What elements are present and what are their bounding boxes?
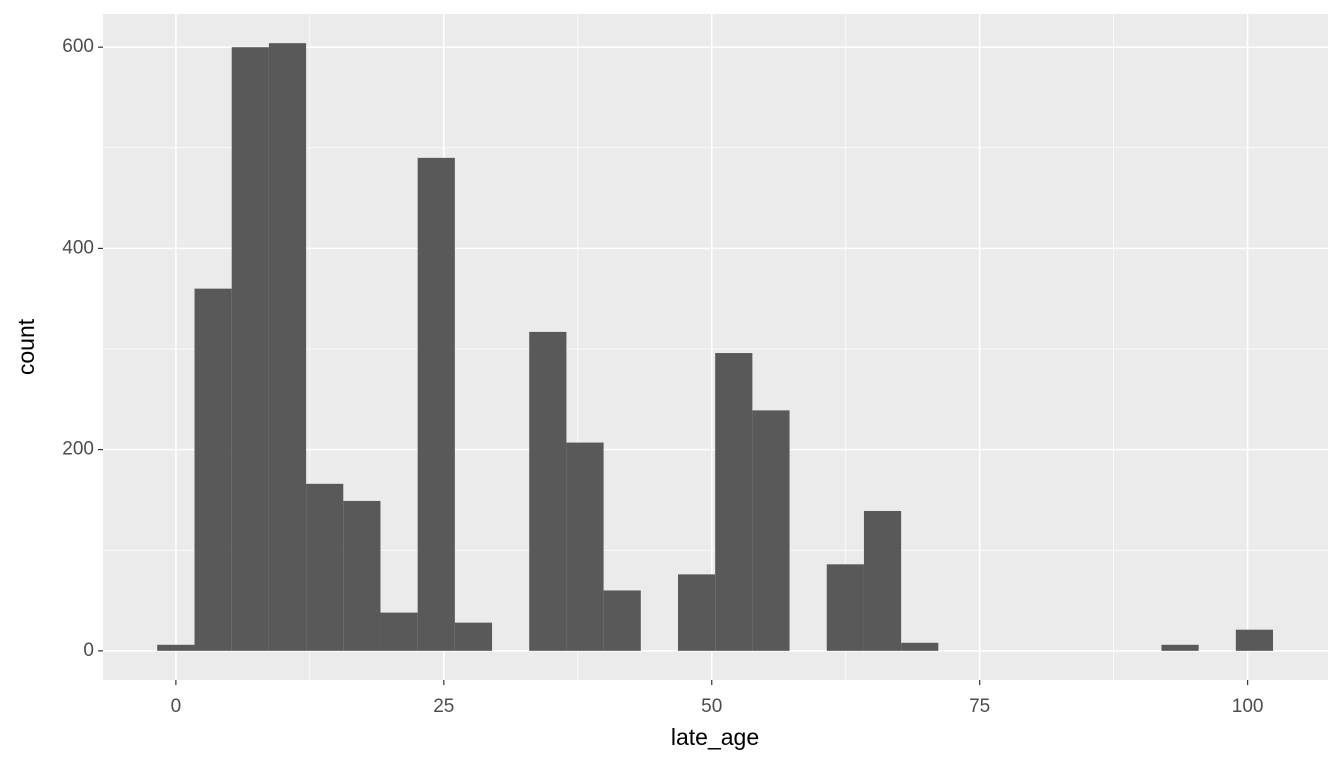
bar [417,157,455,651]
bar [1161,644,1199,651]
bars [157,43,1274,651]
y-tick-label: 600 [62,36,94,57]
y-tick-label: 0 [83,640,94,661]
bar [343,500,381,651]
y-tick-label: 200 [62,439,94,460]
x-tick-label: 75 [969,696,990,717]
y-tick-label: 400 [62,237,94,258]
x-tick-label: 100 [1232,696,1264,717]
bar [603,590,641,651]
bar [752,410,790,651]
bar [677,574,716,651]
bar [1235,629,1274,651]
y-axis-title: count [13,318,39,375]
bar [268,43,307,651]
bar [231,47,269,651]
bar [157,644,195,651]
bar [863,510,902,651]
x-tick-label: 0 [171,696,182,717]
bar [715,353,753,651]
x-axis-title: late_age [671,724,759,750]
bar [306,483,344,651]
bar [380,612,418,651]
bar [194,288,232,651]
bar [901,642,939,651]
bar [566,442,604,651]
x-tick-label: 25 [433,696,454,717]
x-tick-label: 50 [701,696,722,717]
bar [826,564,864,651]
bar [529,331,567,651]
bar [454,622,493,651]
